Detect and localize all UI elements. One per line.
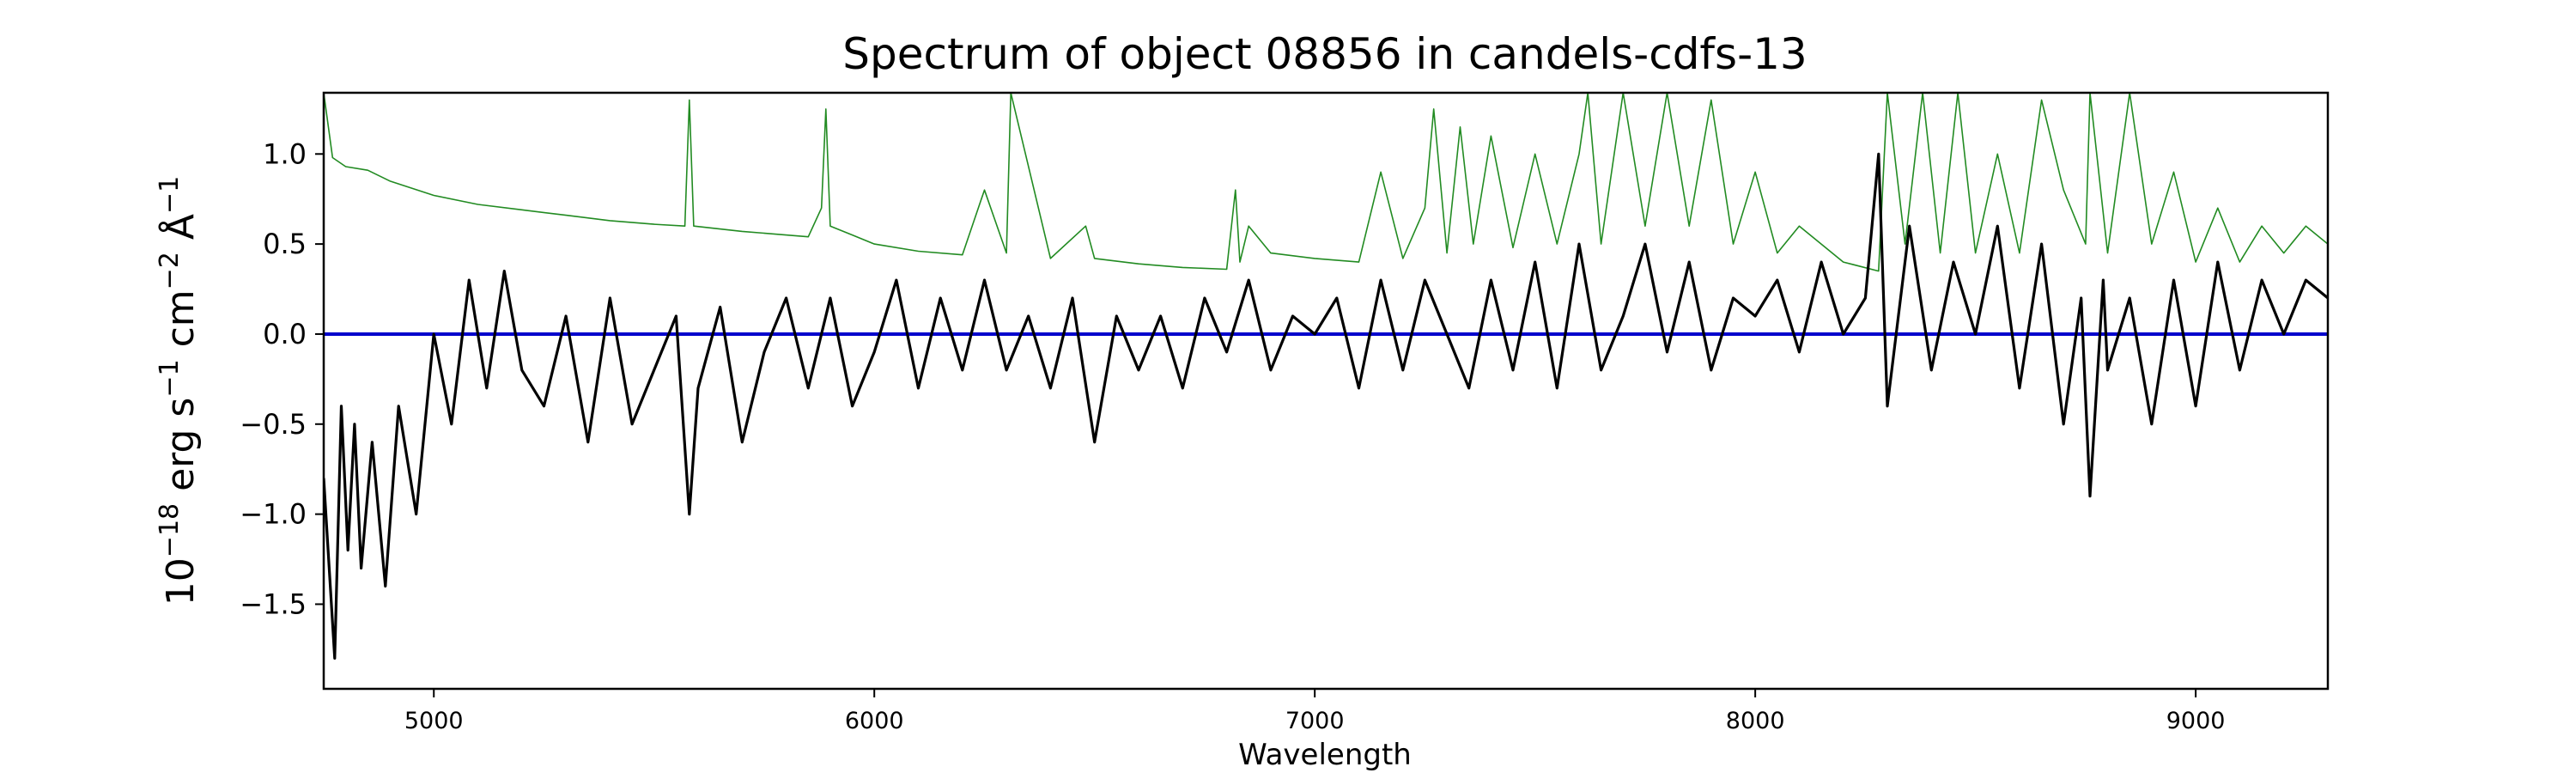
x-tick-label: 6000 <box>845 708 904 734</box>
series-flux-line <box>324 152 2328 660</box>
y-tick-label: −1.5 <box>240 587 307 620</box>
y-tick-label: 0.0 <box>263 318 307 350</box>
x-tick-label: 5000 <box>404 708 464 734</box>
x-tick-label: 9000 <box>2166 708 2226 734</box>
x-tick-label: 8000 <box>1726 708 1785 734</box>
series-layer <box>324 93 2328 660</box>
chart-title: Spectrum of object 08856 in candels-cdfs… <box>842 29 1807 79</box>
series-model-line <box>324 93 2328 272</box>
y-axis-ticks: −1.5 −1.0 −0.5 0.0 0.5 1.0 <box>240 137 324 620</box>
y-tick-label: 0.5 <box>263 228 307 260</box>
x-axis-label: Wavelength <box>1238 738 1412 772</box>
y-tick-label: 1.0 <box>263 137 307 170</box>
x-tick-label: 7000 <box>1285 708 1345 734</box>
y-tick-label: −1.0 <box>240 498 307 531</box>
x-axis-ticks: 5000 6000 7000 8000 9000 <box>404 689 2226 734</box>
plot-frame <box>322 91 2330 691</box>
y-axis-label: 10−18 erg s−1 cm−2 Å−1 <box>155 176 203 606</box>
y-tick-label: −0.5 <box>240 408 307 441</box>
